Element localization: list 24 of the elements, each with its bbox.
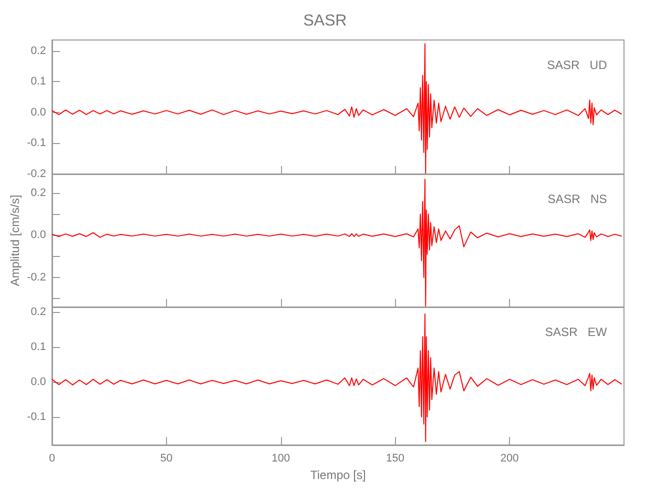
y-tick-label: -0.1 bbox=[27, 137, 46, 150]
x-tick-label: 150 bbox=[386, 452, 404, 464]
x-axis-title: Tiempo [s] bbox=[310, 468, 366, 482]
y-tick-label: -0.1 bbox=[27, 411, 46, 424]
y-tick-label: 0.2 bbox=[30, 306, 46, 318]
y-tick-label: 0.0 bbox=[30, 106, 46, 118]
y-tick-label: 0.2 bbox=[30, 44, 46, 57]
y-axis-title: Amplitud [cm/s/s] bbox=[8, 194, 22, 286]
y-tick-label: 0.1 bbox=[30, 341, 46, 354]
x-tick-label: 100 bbox=[272, 452, 290, 464]
y-tick-label: -0.2 bbox=[27, 168, 46, 180]
line-series bbox=[52, 313, 622, 442]
annotation: SASR UD bbox=[546, 58, 608, 72]
x-tick-label: 50 bbox=[160, 452, 173, 464]
x-tick-label: 200 bbox=[500, 452, 519, 464]
y-tick-label: 0.2 bbox=[30, 187, 46, 199]
y-tick-label: 0.1 bbox=[30, 76, 46, 88]
annotation: SASR NS bbox=[548, 192, 608, 206]
annotation: SASR EW bbox=[544, 325, 608, 339]
y-tick-label: 0.0 bbox=[30, 229, 46, 242]
x-tick-label: 0 bbox=[48, 452, 56, 464]
chart-title: SASR bbox=[303, 12, 347, 30]
y-tick-label: -0.2 bbox=[27, 271, 46, 284]
y-tick-label: 0.0 bbox=[30, 376, 46, 388]
